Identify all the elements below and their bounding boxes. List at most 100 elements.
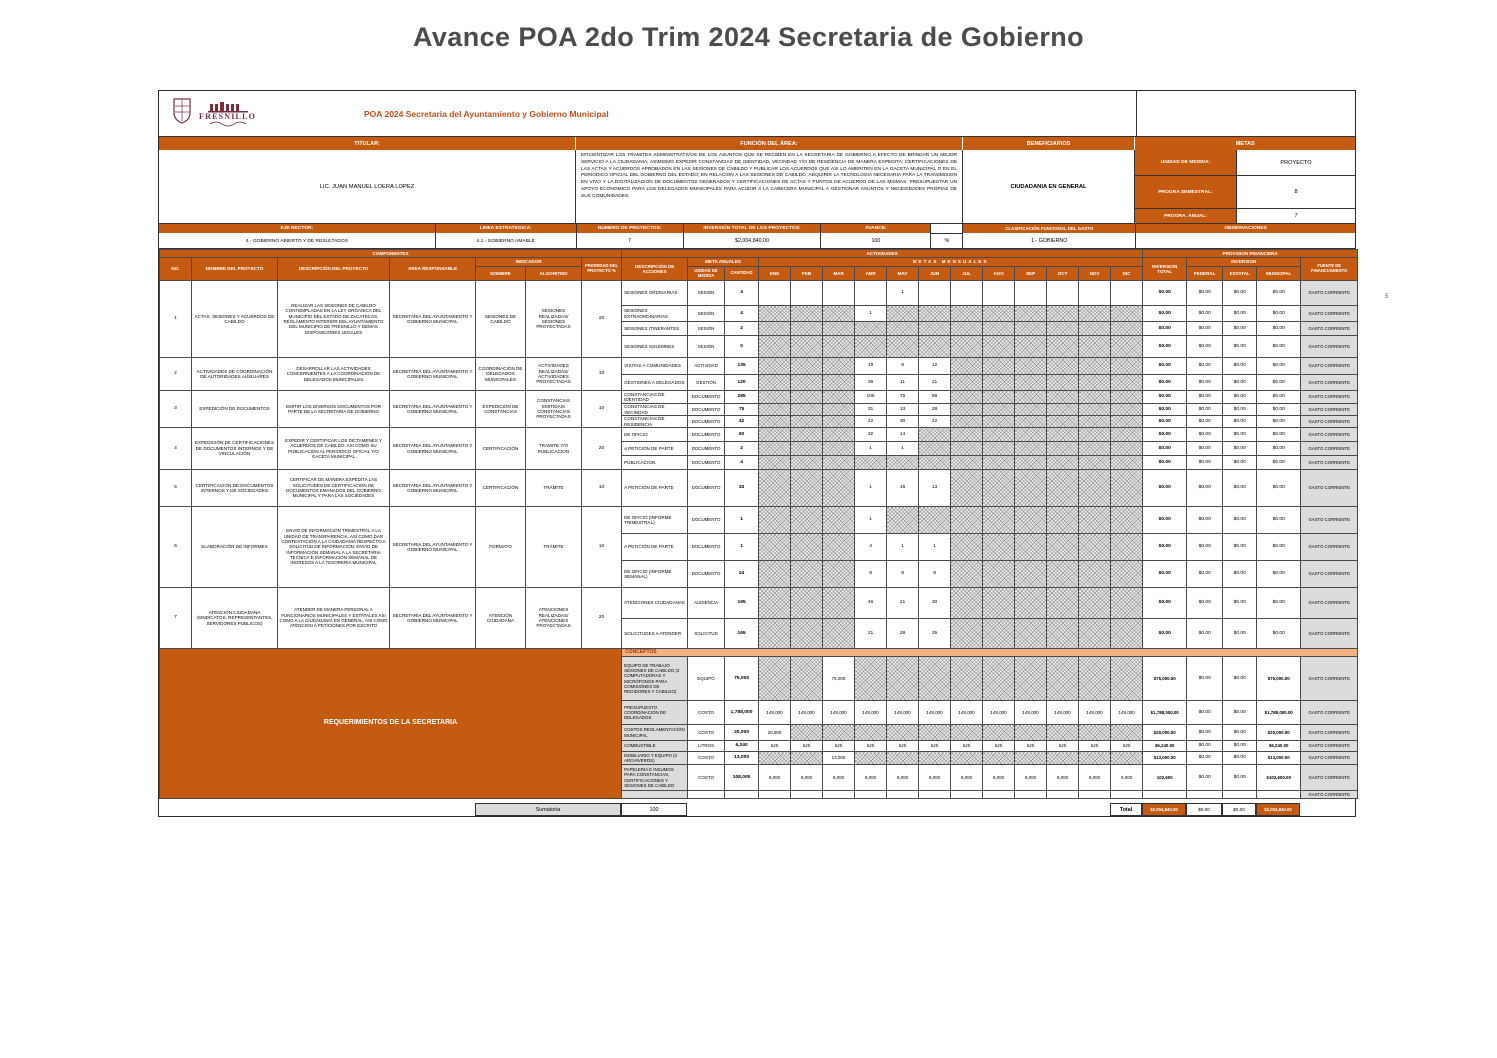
requerimiento-mes-JUL: 149,000 [950,700,984,725]
accion-inversion-total: $0.00 [1142,506,1188,534]
requerimiento-mes-NOV: 9,000 [1078,764,1112,791]
requerimiento-mes-ABR [854,656,888,701]
eje-rector-label: EJE RECTOR: [159,224,435,234]
poa-document: FRESNILLO POA 2024 Secretaria del Ayunta… [158,90,1359,817]
project-area: SECRETARIA DEL AYUNTAMIENTO Y GOBIERNO M… [389,587,476,649]
meta-mensual-ENE [758,390,792,404]
meta-mensual-ENE [758,357,792,375]
requerimiento-mes-ENE: 9,000 [758,764,792,791]
requerimiento-cantidad: 1,788,000 [724,700,760,725]
accion-fuente: GASTO CORRIENTE [1300,357,1359,375]
project-descripcion: ATENDER DE MANERA PERSONAL A FUNCIONARIO… [277,587,390,649]
meta-mensual-MAR [822,455,856,470]
meta-mensual-DIC [1110,427,1144,442]
numero-proyectos-value: 7 [628,238,632,244]
accion-municipal: $0.00 [1256,280,1302,306]
requerimiento-estatal: $0.00 [1222,700,1258,725]
meta-mensual-AGO [982,415,1016,428]
meta-mensual-JUL [950,374,984,391]
unidad-medida-value: PROYECTO [1280,159,1312,166]
meta-mensual-MAR [822,357,856,375]
requerimiento-fuente: GASTO CORRIENTE [1300,656,1359,701]
meta-mensual-NOV [1078,427,1112,442]
meta-mensual-MAR [822,374,856,391]
meta-mensual-JUL [950,415,984,428]
requerimiento-municipal: $13,000.00 [1256,751,1302,765]
project-algoritmo: TRAMITE Y/O PUBLICACION [525,427,582,470]
col-prioridad: PRIORIDAD DEL PROYECTO % [580,257,623,281]
accion-cantidad: 2 [724,441,760,456]
col-month-ABR: ABR [854,266,888,281]
col-month-NOV: NOV [1078,266,1112,281]
requerimiento-mes-ENE: 149,000 [758,700,792,725]
meta-mensual-MAR [822,533,856,561]
accion-unidad: SOLICITUD [687,618,726,649]
accion-federal: $0.00 [1186,390,1224,404]
requerimiento-inversion-total: $13,000.00 [1142,751,1188,765]
meta-mensual-FEB [790,618,824,649]
meta-mensual-JUL [950,427,984,442]
meta-mensual-FEB [790,403,824,416]
accion-unidad: SESIÓN [687,305,726,322]
meta-mensual-SEP [1014,321,1048,336]
project-area: SECRETARIA DEL AYUNTAMIENTO Y GOBIERNO M… [389,427,476,470]
beneficiarios-bar: BENEFICIARIOS [962,137,1135,150]
project-area: SECRETARIA DEL AYUNTAMIENTO Y GOBIERNO M… [389,469,476,507]
accion-fuente: GASTO CORRIENTE [1300,390,1359,404]
meta-mensual-ENE [758,415,792,428]
requerimiento-estatal: $0.00 [1222,740,1258,752]
meta-mensual-FEB [790,533,824,561]
accion-fuente: GASTO CORRIENTE [1300,415,1359,428]
requerimiento-mes-FEB: 9,000 [790,764,824,791]
accion-inversion-total: $0.00 [1142,469,1188,507]
meta-mensual-JUN: 30 [918,587,952,619]
meta-mensual-MAY [886,305,920,322]
requerimiento-mes-OCT [1046,751,1080,765]
total-label: Total [1110,803,1142,816]
project-indicador: SESIONES DE CABILDO [475,280,526,358]
requerimiento-mes-AGO: 149,000 [982,700,1016,725]
requerimiento-municipal: $6,240.00 [1256,740,1302,752]
requerimiento-inversion-total: 102,600 [1142,764,1188,791]
meta-mensual-DIC [1110,305,1144,322]
accion-descripcion: SESIONES ITINERANTES [621,321,689,336]
meta-mensual-DIC [1110,335,1144,358]
requerimiento-federal: $0.00 [1186,656,1224,701]
col-cantidad: CANTIDAD [724,266,760,281]
meta-mensual-JUL [950,321,984,336]
meta-mensual-ENE [758,587,792,619]
col-month-ENE: ENE [758,266,792,281]
accion-municipal: $0.00 [1256,357,1302,375]
project-algoritmo: SESIONES REALIZADAS/ SESIONES PROYECTADA… [525,280,582,358]
meta-mensual-ABR [854,335,888,358]
requerimiento-mes-DIC [1110,790,1144,799]
accion-estatal: $0.00 [1222,560,1258,588]
meta-mensual-JUL [950,403,984,416]
requerimiento-concepto: COMBUSTIBLE [621,740,689,752]
accion-cantidad: 195 [724,587,760,619]
meta-mensual-ENE [758,618,792,649]
requerimiento-mes-MAR: 520 [822,740,856,752]
accion-unidad: DOCUMENTO [687,390,726,404]
accion-municipal: $0.00 [1256,390,1302,404]
project-algoritmo: TRÁMITE [525,469,582,507]
project-nombre: EXPEDICIÓN DE CERTIFICACIONES DE DOCUMEN… [191,427,278,470]
meta-mensual-JUN [918,455,952,470]
meta-mensual-MAR [822,427,856,442]
accion-municipal: $0.00 [1256,587,1302,619]
requerimiento-mes-AGO: 9,000 [982,764,1016,791]
project-descripcion: DESARROLLAR LAS ACTIVIDADES CONCERNIENTE… [277,357,390,391]
requerimiento-mes-MAY [886,656,920,701]
requerimiento-mes-FEB: 149,000 [790,700,824,725]
meta-mensual-AGO [982,390,1016,404]
meta-mensual-JUN: 12 [918,357,952,375]
accion-descripcion: DE OFICIO (INFORME SEMANAL) [621,560,689,588]
meta-mensual-OCT [1046,390,1080,404]
requerimiento-inversion-total: $20,000.00 [1142,724,1188,741]
page-title: Avance POA 2do Trim 2024 Secretaria de G… [412,22,1085,52]
accion-federal: $0.00 [1186,427,1224,442]
accion-cantidad: 4 [724,305,760,322]
accion-descripcion: SOLICITUDES A ATENDER [621,618,689,649]
meta-mensual-DIC [1110,618,1144,649]
titular-bar: TITULAR: [159,137,576,150]
